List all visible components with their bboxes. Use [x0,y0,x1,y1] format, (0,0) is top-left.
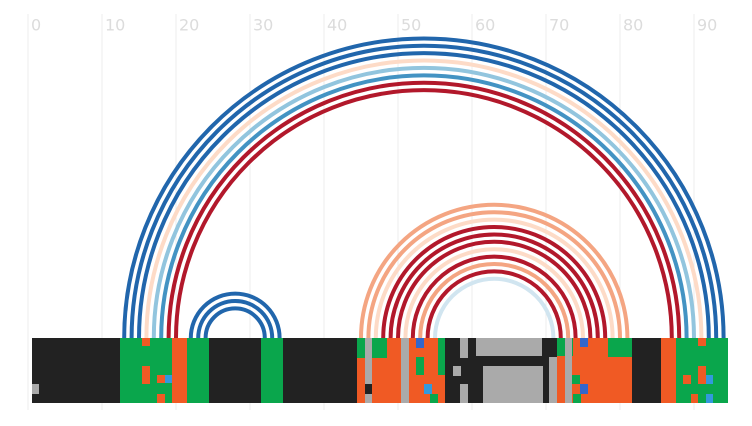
x-tick-label: 20 [179,16,199,35]
arc [188,291,282,339]
arc [418,262,571,339]
sequence-track [32,338,728,403]
x-tick-label: 70 [549,16,569,35]
x-tick-label: 0 [31,16,41,35]
arc [159,73,689,339]
arc [174,88,674,339]
arc [373,217,615,339]
arc [359,202,630,339]
arc [137,51,711,339]
x-tick-label: 40 [327,16,347,35]
x-tick-label: 90 [697,16,717,35]
x-tick-label: 30 [253,16,273,35]
arc [381,225,608,339]
arc [366,210,622,339]
arc [396,239,593,339]
arc [388,232,600,339]
arc [122,36,726,339]
x-tick-label: 10 [105,16,125,35]
arc [166,80,682,339]
x-tick-label: 50 [401,16,421,35]
arc [433,276,556,339]
arc [425,269,563,339]
arc [144,58,704,339]
arc [129,43,719,339]
x-tick-label: 60 [475,16,495,35]
arc [410,254,578,339]
arc [403,247,585,339]
x-tick-label: 80 [623,16,643,35]
arc [151,65,696,339]
arc [196,299,275,339]
arc [203,306,267,339]
